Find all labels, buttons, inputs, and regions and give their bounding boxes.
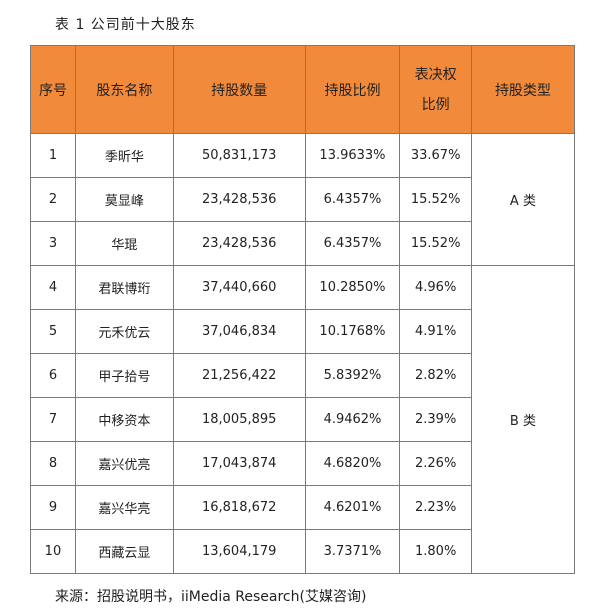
cell-index: 6 bbox=[30, 353, 76, 398]
header-quantity: 持股数量 bbox=[172, 45, 306, 134]
table-row: 10 西藏云显 13,604,179 3.7371% 1.80% bbox=[30, 529, 575, 574]
cell-ratio: 10.1768% bbox=[304, 309, 401, 354]
cell-index: 9 bbox=[30, 485, 76, 530]
cell-index: 8 bbox=[30, 441, 76, 486]
cell-index: 7 bbox=[30, 397, 76, 442]
cell-quantity: 37,046,834 bbox=[172, 309, 306, 354]
cell-vote: 15.52% bbox=[399, 177, 472, 222]
cell-name: 中移资本 bbox=[74, 397, 174, 442]
cell-vote: 33.67% bbox=[399, 133, 472, 178]
cell-name: 甲子拾号 bbox=[74, 353, 174, 398]
cell-quantity: 23,428,536 bbox=[172, 221, 306, 266]
table-caption: 表 1 公司前十大股东 bbox=[55, 17, 196, 33]
cell-name: 嘉兴优亮 bbox=[74, 441, 174, 486]
cell-vote: 2.23% bbox=[399, 485, 472, 530]
cell-name: 华琨 bbox=[74, 221, 174, 266]
header-name: 股东名称 bbox=[74, 45, 174, 134]
table-header-row: 序号 股东名称 持股数量 持股比例 表决权 比例 持股类型 bbox=[30, 45, 576, 134]
cell-vote: 4.91% bbox=[399, 309, 472, 354]
cell-quantity: 13,604,179 bbox=[172, 529, 306, 574]
header-type: 持股类型 bbox=[470, 45, 576, 134]
header-ratio: 持股比例 bbox=[304, 45, 401, 134]
cell-vote: 2.82% bbox=[399, 353, 472, 398]
cell-ratio: 4.6820% bbox=[304, 441, 401, 486]
cell-type-a: A 类 bbox=[470, 133, 576, 266]
header-index: 序号 bbox=[30, 45, 76, 134]
cell-name: 西藏云显 bbox=[74, 529, 174, 574]
table-row: 6 甲子拾号 21,256,422 5.8392% 2.82% bbox=[30, 353, 575, 398]
cell-quantity: 16,818,672 bbox=[172, 485, 306, 530]
cell-index: 10 bbox=[30, 529, 76, 574]
table-row: 2 莫显峰 23,428,536 6.4357% 15.52% bbox=[30, 177, 575, 222]
cell-vote: 15.52% bbox=[399, 221, 472, 266]
table-row: 5 元禾优云 37,046,834 10.1768% 4.91% bbox=[30, 309, 575, 354]
cell-ratio: 5.8392% bbox=[304, 353, 401, 398]
cell-ratio: 6.4357% bbox=[304, 177, 401, 222]
cell-quantity: 37,440,660 bbox=[172, 265, 306, 310]
header-vote-ratio: 表决权 比例 bbox=[399, 45, 472, 134]
cell-ratio: 4.9462% bbox=[304, 397, 401, 442]
cell-name: 君联博珩 bbox=[74, 265, 174, 310]
cell-quantity: 23,428,536 bbox=[172, 177, 306, 222]
cell-index: 5 bbox=[30, 309, 76, 354]
cell-vote: 2.39% bbox=[399, 397, 472, 442]
cell-index: 1 bbox=[30, 133, 76, 178]
cell-name: 嘉兴华亮 bbox=[74, 485, 174, 530]
cell-index: 3 bbox=[30, 221, 76, 266]
cell-name: 元禾优云 bbox=[74, 309, 174, 354]
cell-ratio: 3.7371% bbox=[304, 529, 401, 574]
cell-vote: 4.96% bbox=[399, 265, 472, 310]
cell-type-b: B 类 bbox=[470, 265, 576, 574]
cell-vote: 2.26% bbox=[399, 441, 472, 486]
table-row: 8 嘉兴优亮 17,043,874 4.6820% 2.26% bbox=[30, 441, 575, 486]
cell-ratio: 4.6201% bbox=[304, 485, 401, 530]
header-vote-line2: 比例 bbox=[421, 96, 450, 113]
table-row: 3 华琨 23,428,536 6.4357% 15.52% bbox=[30, 221, 575, 266]
cell-quantity: 21,256,422 bbox=[172, 353, 306, 398]
header-vote-line1: 表决权 bbox=[414, 66, 457, 83]
cell-quantity: 17,043,874 bbox=[172, 441, 306, 486]
shareholders-table: 序号 股东名称 持股数量 持股比例 表决权 比例 持股类型 1 季昕华 50,8… bbox=[30, 45, 576, 574]
cell-name: 季昕华 bbox=[74, 133, 174, 178]
cell-ratio: 6.4357% bbox=[304, 221, 401, 266]
cell-vote: 1.80% bbox=[399, 529, 472, 574]
cell-name: 莫显峰 bbox=[74, 177, 174, 222]
table-row: 7 中移资本 18,005,895 4.9462% 2.39% bbox=[30, 397, 575, 442]
cell-ratio: 10.2850% bbox=[304, 265, 401, 310]
table-row: 1 季昕华 50,831,173 13.9633% 33.67% A 类 bbox=[30, 133, 576, 266]
source-note: 来源：招股说明书，iiMedia Research(艾媒咨询) bbox=[55, 589, 367, 605]
cell-quantity: 50,831,173 bbox=[172, 133, 306, 178]
cell-index: 4 bbox=[30, 265, 76, 310]
cell-ratio: 13.9633% bbox=[304, 133, 401, 178]
cell-quantity: 18,005,895 bbox=[172, 397, 306, 442]
table-row: 4 君联博珩 37,440,660 10.2850% 4.96% B 类 bbox=[30, 265, 576, 574]
cell-index: 2 bbox=[30, 177, 76, 222]
